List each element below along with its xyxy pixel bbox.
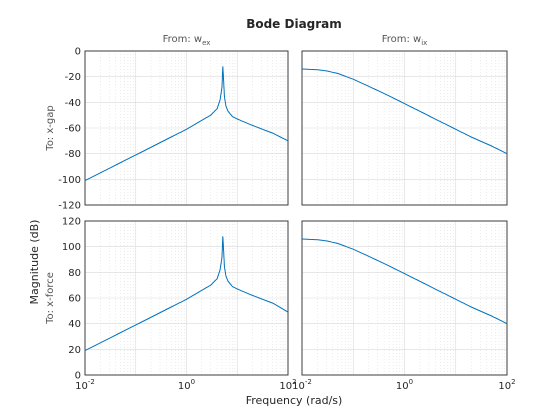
chart-title: Bode Diagram	[246, 17, 342, 31]
y-tick-label: -60	[65, 124, 81, 135]
panel-r1-c1: 10-2 100 102	[292, 220, 516, 392]
y-tick-label: 80	[68, 268, 81, 279]
panel-border	[84, 50, 289, 206]
series-line-r0-c1	[301, 68, 508, 155]
y-tick-label: 100	[62, 242, 81, 253]
x-tick-label: 100	[178, 378, 195, 392]
panel-r0-c1	[301, 50, 508, 206]
panel-border	[301, 50, 508, 206]
x-tick-label: 10-2	[75, 378, 95, 392]
output-label: To: x-force	[45, 272, 56, 325]
panel-r1-c0: 0 20 40 60 80 100 120 10-2 100 102	[62, 217, 297, 393]
y-tick-label: 120	[62, 217, 81, 228]
plot-layer: -120 -100 -80 -60 -40 -20 0 0 20 40 60 80 100 120 10-2…	[45, 34, 516, 392]
y-tick-label: 20	[68, 345, 81, 356]
y-tick-label: -20	[65, 72, 81, 83]
panel-r0-c0: -120 -100 -80 -60 -40 -20 0	[58, 47, 289, 212]
x-tick-label: 100	[396, 378, 413, 392]
output-label: To: x-gap	[45, 105, 56, 151]
y-tick-label: -100	[58, 175, 81, 186]
series-line-r1-c1	[301, 238, 508, 325]
series-line-r1-c0	[84, 236, 289, 352]
y-tick-label: 0	[75, 47, 81, 58]
panel-border	[84, 220, 289, 376]
x-axis-label: Frequency (rad/s)	[246, 394, 343, 407]
y-tick-label: -40	[65, 98, 81, 109]
y-axis-label: Magnitude (dB)	[28, 220, 41, 305]
y-tick-label: 60	[68, 294, 81, 305]
x-tick-label: 10-2	[292, 378, 312, 392]
input-label: From: wix	[382, 34, 428, 47]
y-tick-label: 40	[68, 319, 81, 330]
input-label: From: wex	[163, 34, 211, 47]
x-tick-label: 102	[498, 378, 515, 392]
y-tick-label: -120	[58, 201, 81, 212]
y-tick-label: -80	[65, 149, 81, 160]
panel-border	[301, 220, 508, 376]
series-line-r0-c0	[84, 66, 289, 182]
x-tick-label: 102	[279, 378, 296, 392]
y-tick-label: 0	[75, 371, 81, 382]
